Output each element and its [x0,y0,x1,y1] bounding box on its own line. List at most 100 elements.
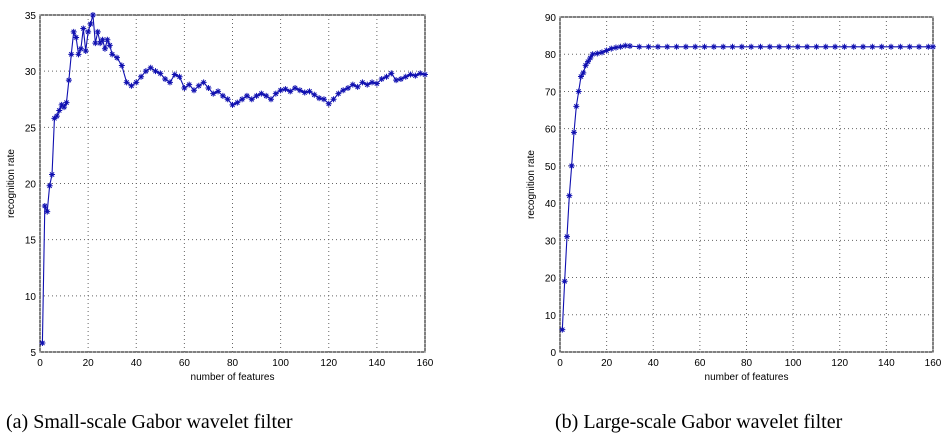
star-marker [243,92,250,99]
star-marker [63,99,70,106]
x-tick-label: 140 [878,358,895,369]
star-marker [292,85,299,92]
y-tick-label: 70 [545,87,557,98]
star-marker [729,43,736,50]
star-marker [82,47,89,54]
star-marker [682,43,689,50]
star-marker [785,43,792,50]
star-marker [75,51,82,58]
star-marker [575,88,582,95]
star-marker [573,103,580,110]
star-marker [176,73,183,80]
star-marker [340,87,347,94]
star-marker [53,113,60,120]
star-marker [229,101,236,108]
star-marker [916,43,923,50]
star-marker [104,36,111,43]
star-marker [87,20,94,27]
star-marker [186,81,193,88]
star-marker [94,28,101,35]
star-marker [191,87,197,94]
x-tick-label: 120 [831,358,848,369]
star-marker [603,47,610,54]
star-marker [359,79,366,86]
star-marker [570,129,577,136]
star-marker [349,81,356,88]
star-marker [388,70,395,77]
star-marker [301,89,308,96]
star-marker [612,44,619,51]
x-tick-label: 80 [227,358,239,369]
star-marker [316,95,323,102]
star-marker [277,87,284,94]
star-marker [215,88,222,95]
star-marker [106,42,113,49]
star-marker [626,43,633,50]
star-marker [92,40,99,47]
star-marker [46,182,53,189]
star-marker [166,79,173,86]
star-marker [832,43,839,50]
x-tick-label: 140 [369,358,386,369]
x-tick-label: 40 [131,358,143,369]
star-marker [383,73,390,80]
star-marker [563,233,570,240]
star-marker [258,90,265,97]
x-tick-label: 20 [601,358,613,369]
x-tick-label: 20 [83,358,95,369]
y-axis-label: recognition rate [6,149,17,218]
star-marker [373,80,380,87]
star-marker [320,96,327,103]
star-marker [296,87,303,94]
star-marker [263,92,270,99]
star-marker [282,86,289,93]
y-tick-label: 35 [25,11,37,22]
star-marker [589,51,596,58]
star-marker [822,43,829,50]
star-marker [566,192,573,199]
star-marker [568,162,575,169]
star-marker [73,34,80,41]
star-marker [378,76,385,83]
star-marker [925,43,932,50]
star-marker [701,43,708,50]
star-marker [195,82,202,89]
y-tick-label: 40 [545,199,557,210]
star-marker [757,43,764,50]
star-marker [200,79,207,86]
star-marker [123,79,130,86]
x-tick-label: 120 [320,358,337,369]
x-tick-label: 100 [785,358,802,369]
star-marker [580,69,587,76]
star-marker [869,43,876,50]
star-marker [311,91,318,98]
star-marker [720,43,727,50]
star-marker [776,43,783,50]
star-marker [65,77,72,84]
star-marker [268,96,274,103]
star-marker [417,70,424,77]
caption: (a) Small-scale Gabor wavelet filter [6,411,293,433]
star-marker [77,45,84,52]
star-marker [587,54,594,61]
y-axis-label: recognition rate [526,150,537,219]
y-tick-label: 5 [30,348,36,359]
star-marker [582,62,589,69]
star-marker [402,73,409,80]
star-marker [239,96,246,103]
star-marker [654,43,661,50]
star-marker [860,43,867,50]
star-marker [841,43,848,50]
star-marker [44,208,51,215]
x-tick-label: 0 [557,358,563,369]
x-tick-label: 160 [417,358,434,369]
star-marker [210,90,217,97]
star-marker [152,68,159,75]
y-tick-label: 90 [545,13,557,24]
star-marker [248,96,255,103]
star-marker [645,43,652,50]
star-marker [608,45,615,52]
star-marker [561,278,568,285]
star-marker [794,43,801,50]
star-marker [162,76,169,83]
